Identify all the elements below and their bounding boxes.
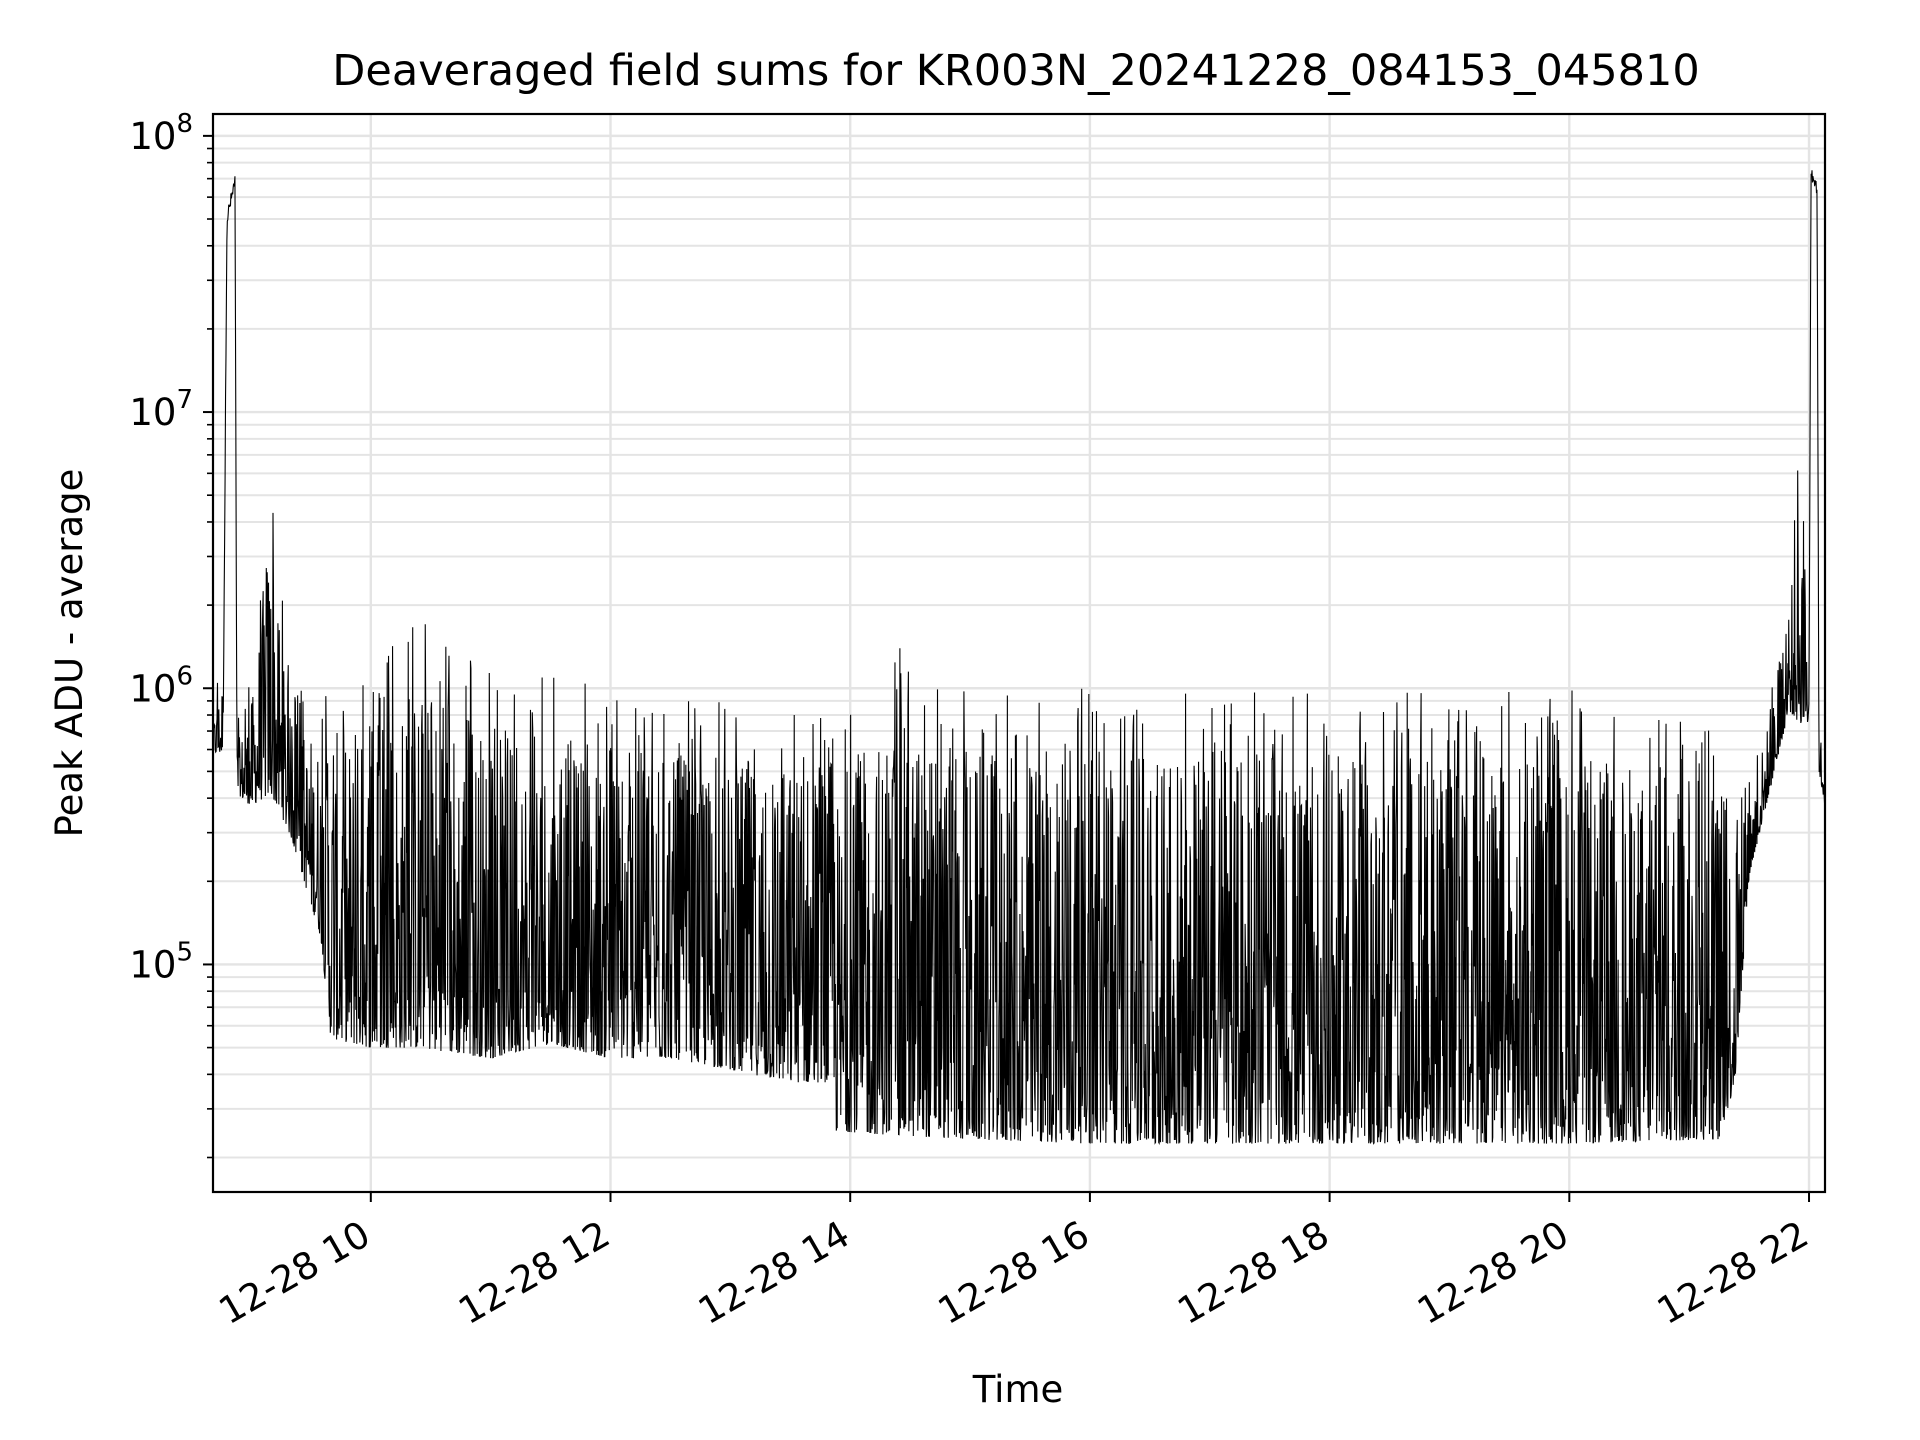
y-tick-label: 107 bbox=[129, 385, 193, 434]
chart-title: Deaveraged field sums for KR003N_2024122… bbox=[332, 46, 1699, 96]
y-tick-label: 105 bbox=[129, 937, 193, 986]
y-tick-label: 108 bbox=[129, 109, 193, 158]
x-axis-label: Time bbox=[972, 1368, 1064, 1411]
series-line bbox=[212, 170, 1826, 1145]
series-group bbox=[212, 170, 1826, 1145]
y-axis: 105 106 107 108 bbox=[129, 109, 213, 1159]
y-axis-label: Peak ADU - average bbox=[48, 469, 91, 838]
y-tick-label: 106 bbox=[129, 661, 193, 710]
plot-frame bbox=[211, 112, 1827, 1194]
